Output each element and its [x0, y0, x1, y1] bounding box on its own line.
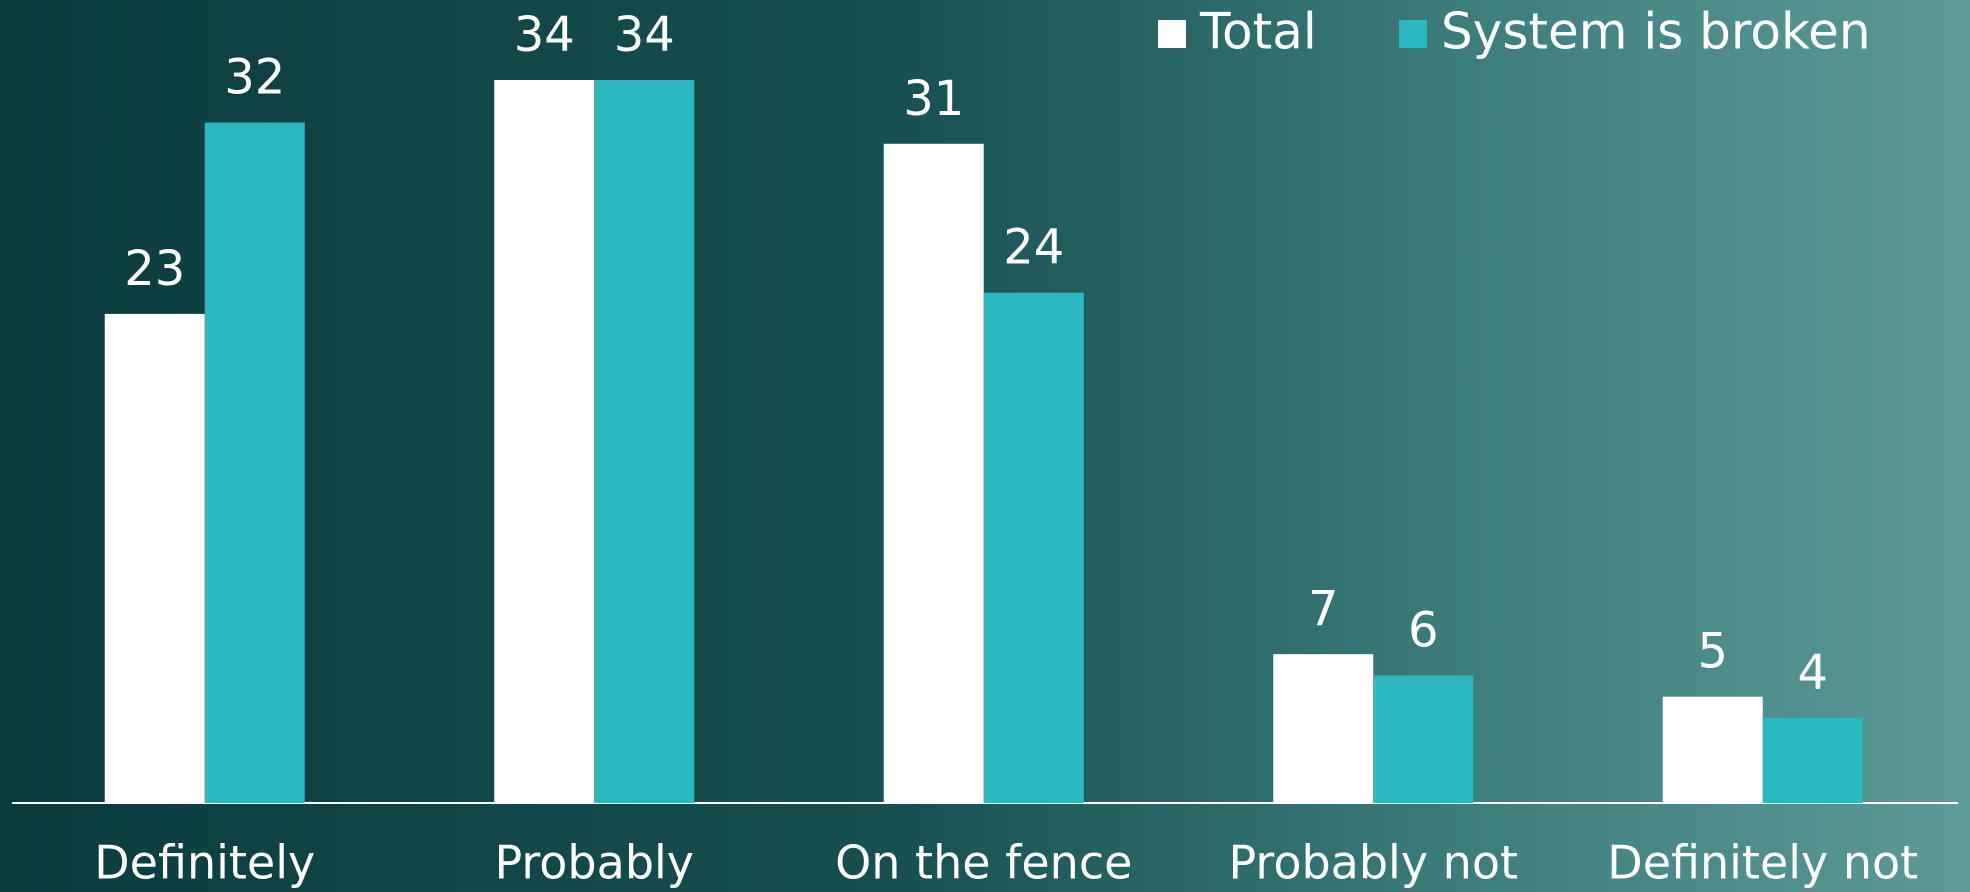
x-tick-label: On the fence	[835, 836, 1132, 890]
legend-label: Total	[1199, 3, 1317, 61]
data-label: 5	[1697, 624, 1728, 680]
bar	[1762, 717, 1863, 803]
bar	[594, 80, 695, 803]
bar	[1273, 654, 1374, 803]
x-tick-label: Definitely	[94, 836, 315, 890]
data-label: 24	[1003, 220, 1064, 276]
x-tick-label: Probably	[494, 836, 694, 890]
legend-swatch	[1158, 20, 1186, 48]
data-label: 32	[224, 50, 285, 106]
x-tick-label: Definitely not	[1607, 836, 1918, 890]
data-label: 34	[514, 7, 575, 63]
data-label: 4	[1797, 645, 1828, 701]
legend-label: System is broken	[1441, 3, 1871, 61]
bar	[1662, 696, 1763, 803]
bar	[983, 292, 1084, 803]
legend-swatch	[1399, 20, 1427, 48]
bar	[494, 80, 595, 803]
data-label: 34	[614, 7, 675, 63]
data-label: 6	[1408, 602, 1439, 658]
data-label: 7	[1308, 581, 1339, 637]
data-label: 31	[903, 71, 964, 127]
x-tick-label: Probably not	[1228, 836, 1518, 890]
bar	[104, 313, 205, 803]
bar	[883, 143, 984, 803]
data-label: 23	[124, 241, 185, 297]
bar	[1373, 675, 1474, 803]
bar	[204, 122, 305, 803]
